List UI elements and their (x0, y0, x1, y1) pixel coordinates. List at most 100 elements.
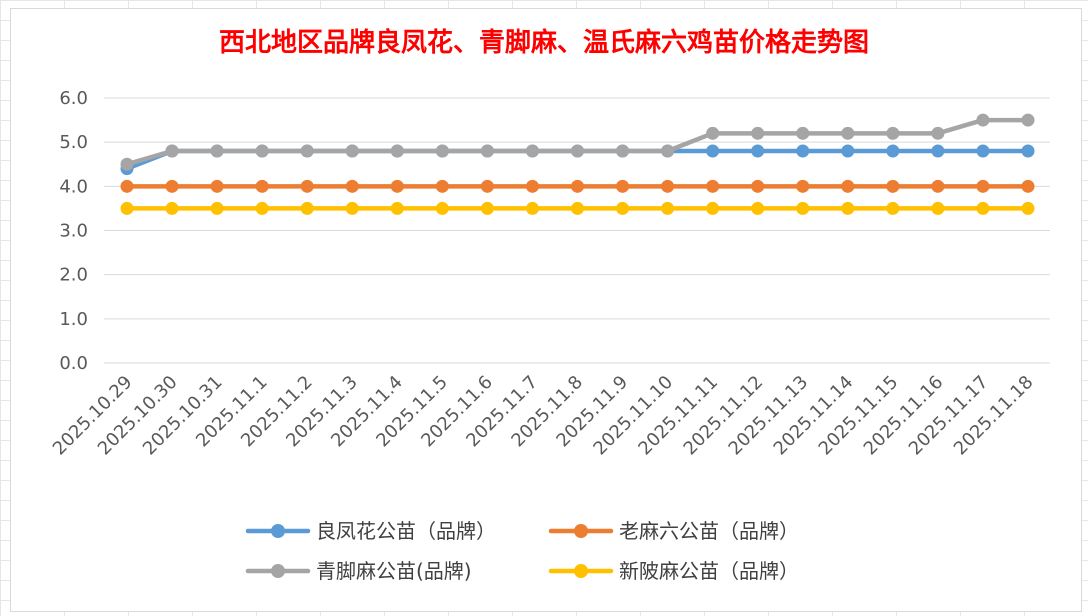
y-tick-label: 2.0 (59, 265, 88, 286)
data-point (1021, 144, 1035, 158)
data-point (480, 201, 494, 215)
data-point (796, 144, 810, 158)
y-axis-ticks: 0.0 1.0 2.0 3.0 4.0 5.0 6.0 (59, 88, 88, 374)
data-point (165, 179, 179, 193)
legend-swatch-marker (574, 564, 588, 578)
data-point (886, 201, 900, 215)
data-point (841, 144, 855, 158)
data-point (931, 201, 945, 215)
data-point (480, 144, 494, 158)
data-point (661, 144, 675, 158)
data-point (165, 201, 179, 215)
data-point (210, 201, 224, 215)
data-point (841, 126, 855, 140)
data-point (255, 179, 269, 193)
data-point (751, 126, 765, 140)
data-point (616, 201, 630, 215)
legend-item[interactable]: 新陂麻公苗（品牌） (548, 559, 799, 583)
data-point (706, 126, 720, 140)
data-point (886, 144, 900, 158)
data-point (210, 179, 224, 193)
data-point (390, 201, 404, 215)
data-point (525, 201, 539, 215)
data-point (751, 179, 765, 193)
legend-label: 老麻六公苗（品牌） (619, 519, 799, 543)
data-point (571, 144, 584, 158)
legend-item[interactable]: 良凤花公苗（品牌） (245, 519, 496, 543)
data-point (796, 126, 810, 140)
data-point (1021, 201, 1035, 215)
data-point (886, 179, 900, 193)
data-point (345, 179, 359, 193)
y-tick-label: 0.0 (59, 353, 88, 374)
data-point (796, 179, 810, 193)
data-point (931, 126, 945, 140)
data-point (300, 179, 314, 193)
data-point (661, 201, 675, 215)
data-point (525, 144, 539, 158)
data-point (976, 113, 990, 127)
y-tick-label: 6.0 (59, 88, 88, 109)
data-point (616, 179, 630, 193)
y-tick-label: 4.0 (59, 176, 88, 197)
data-point (796, 201, 810, 215)
data-point (751, 144, 765, 158)
data-point (300, 201, 314, 215)
data-point (616, 144, 630, 158)
data-point (976, 144, 990, 158)
series-2 (120, 113, 1035, 171)
data-point (525, 179, 539, 193)
data-point (571, 179, 584, 193)
data-point (390, 179, 404, 193)
legend-label: 青脚麻公苗(品牌) (316, 559, 472, 583)
data-point (210, 144, 224, 158)
data-point (120, 179, 134, 193)
data-point (706, 201, 720, 215)
y-tick-label: 1.0 (59, 309, 88, 330)
legend-swatch-marker (574, 524, 588, 538)
data-point (1021, 113, 1035, 127)
data-point (931, 144, 945, 158)
data-point (571, 201, 584, 215)
data-point (345, 201, 359, 215)
data-point (931, 179, 945, 193)
series-layer (120, 113, 1035, 215)
data-point (255, 144, 269, 158)
data-point (435, 144, 449, 158)
chart-frame[interactable] (10, 8, 1082, 612)
x-axis-ticks: 2025.10.292025.10.302025.10.312025.11.12… (49, 372, 1038, 460)
data-point (706, 179, 720, 193)
legend: 良凤花公苗（品牌） 老麻六公苗（品牌） 青脚麻公苗(品牌) 新陂麻公苗（品牌） (245, 519, 799, 583)
data-point (751, 201, 765, 215)
legend-swatch-marker (271, 564, 285, 578)
data-point (255, 201, 269, 215)
data-point (886, 126, 900, 140)
legend-item[interactable]: 老麻六公苗（品牌） (548, 519, 799, 543)
legend-swatch-marker (271, 524, 285, 538)
data-point (976, 201, 990, 215)
legend-label: 良凤花公苗（品牌） (316, 519, 496, 543)
data-point (300, 144, 314, 158)
data-point (841, 179, 855, 193)
data-point (976, 179, 990, 193)
data-point (390, 144, 404, 158)
gridlines (104, 97, 1050, 364)
data-point (480, 179, 494, 193)
data-point (345, 144, 359, 158)
y-tick-label: 3.0 (59, 221, 88, 242)
chart-title: 西北地区品牌良凤花、青脚麻、温氏麻六鸡苗价格走势图 (219, 27, 869, 58)
data-point (120, 157, 134, 171)
legend-item[interactable]: 青脚麻公苗(品牌) (245, 559, 472, 583)
data-point (661, 179, 675, 193)
data-point (706, 144, 720, 158)
data-point (165, 144, 179, 158)
series-3 (120, 201, 1035, 215)
legend-label: 新陂麻公苗（品牌） (619, 559, 799, 583)
data-point (120, 201, 134, 215)
series-1 (120, 179, 1035, 193)
data-point (435, 179, 449, 193)
y-tick-label: 5.0 (59, 132, 88, 153)
data-point (435, 201, 449, 215)
